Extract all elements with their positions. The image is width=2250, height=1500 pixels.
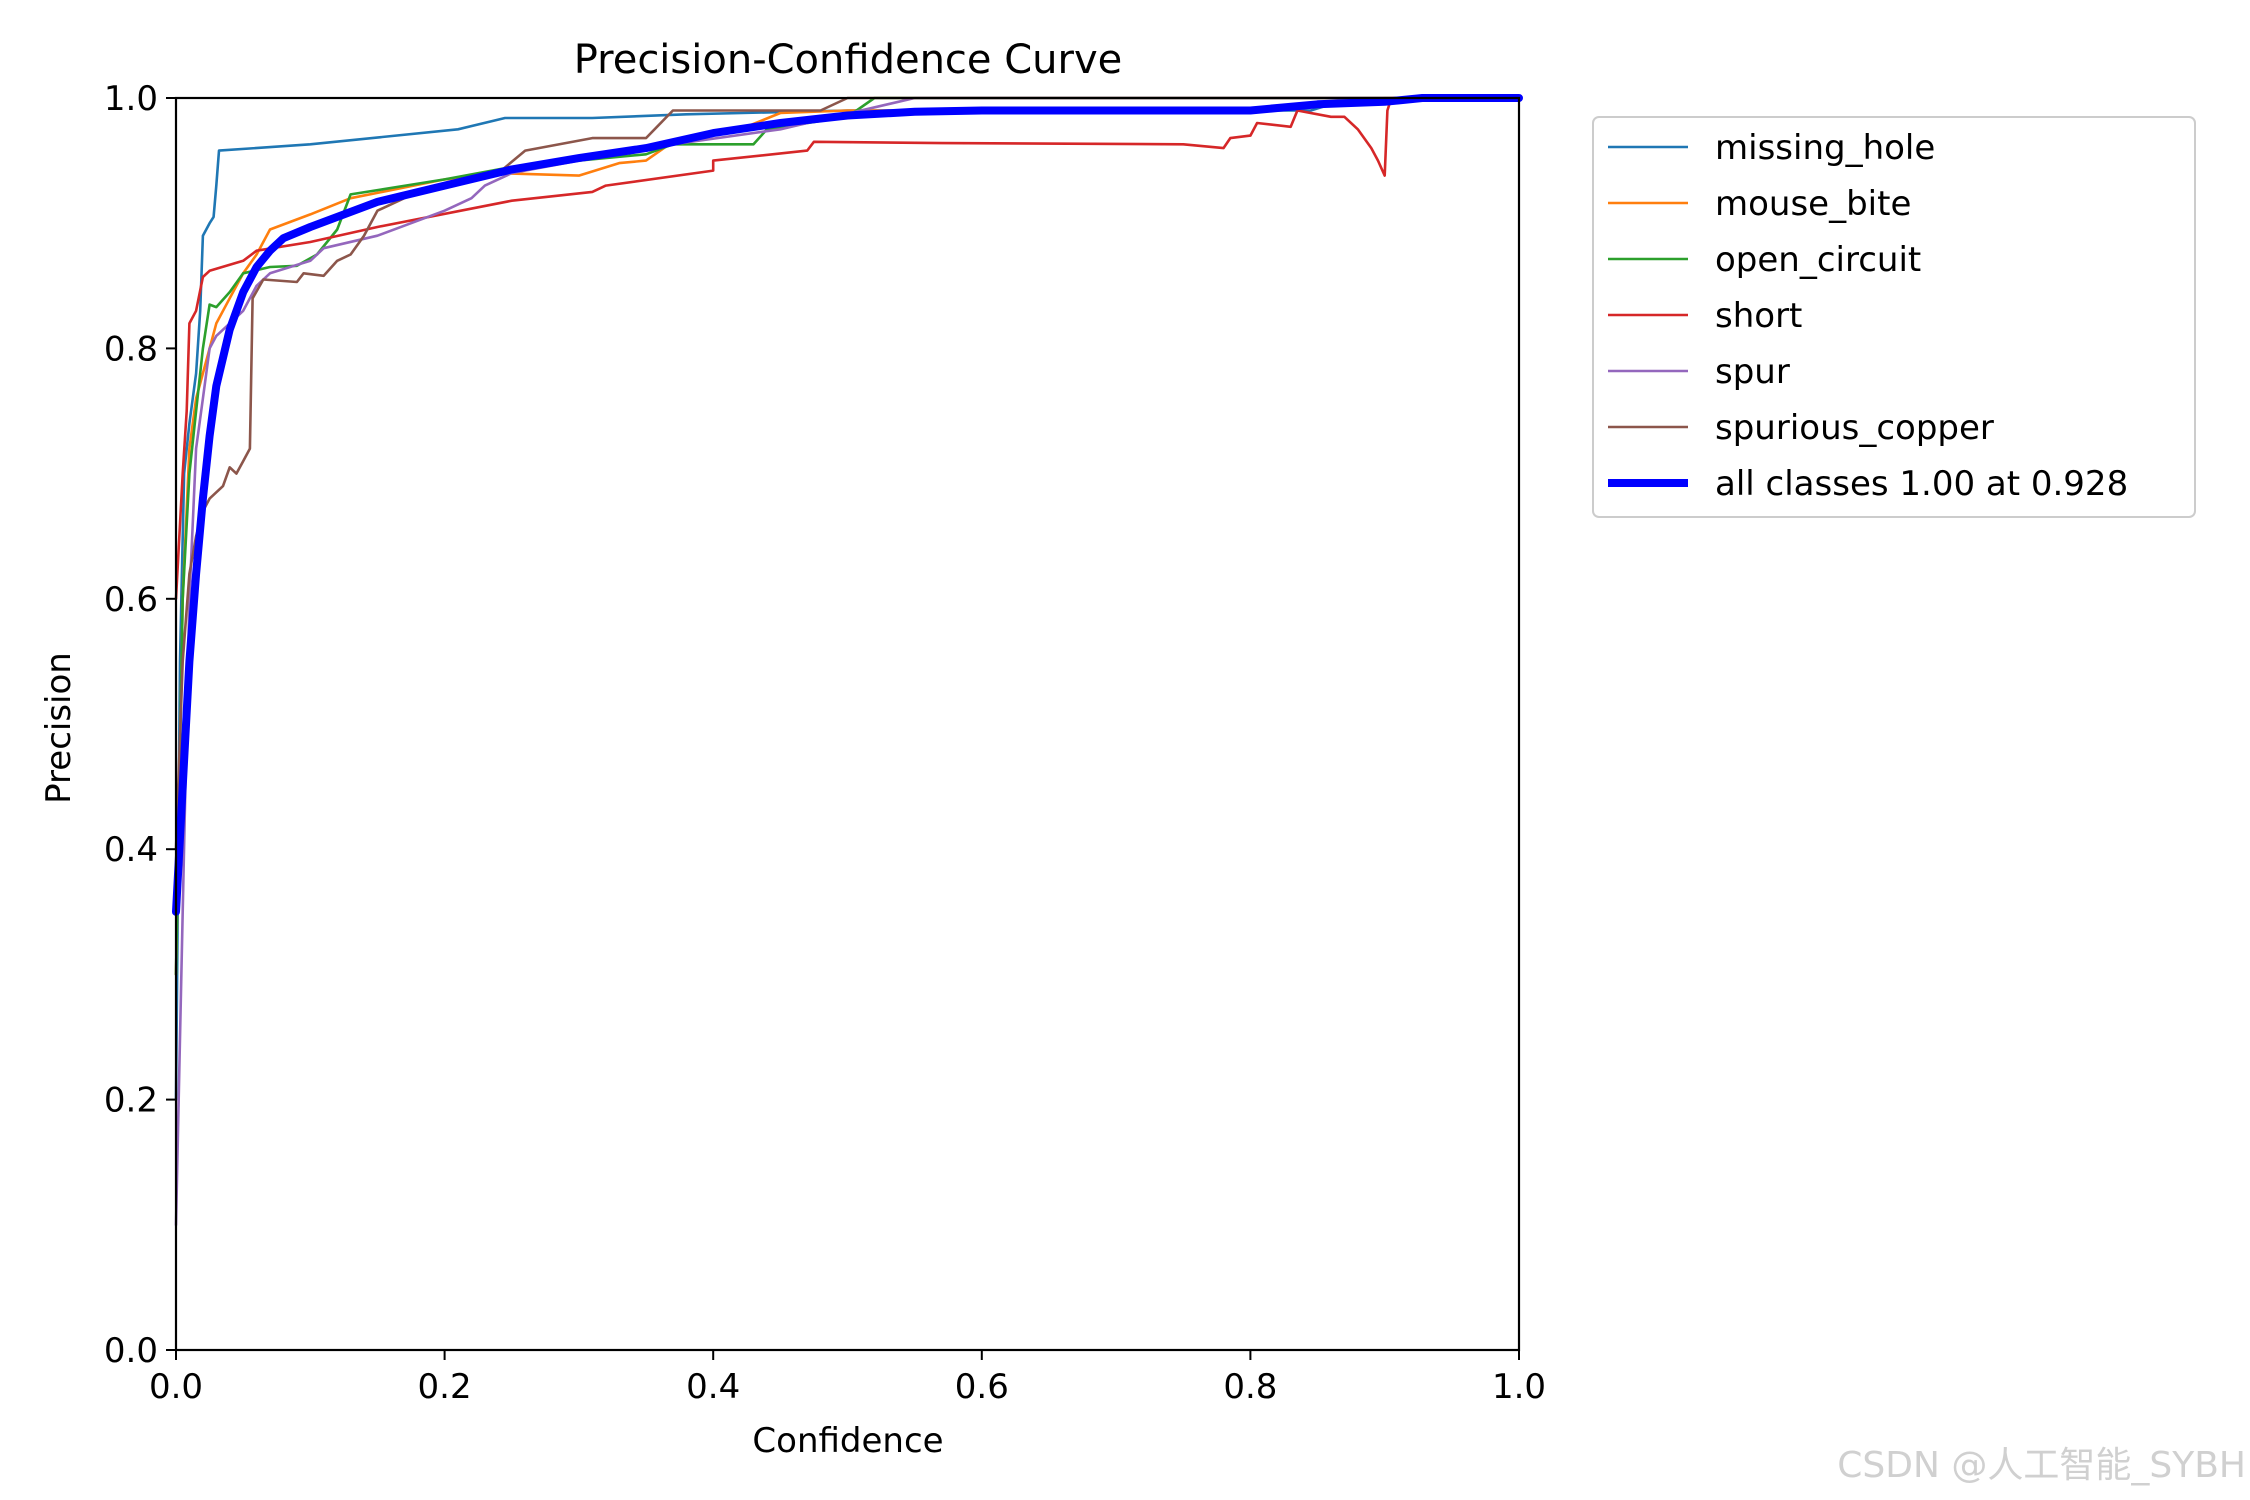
x-tick-label: 0.2	[418, 1367, 472, 1407]
series-line-6	[172, 94, 1523, 916]
series-line-1	[174, 96, 1521, 976]
x-axis-label: Confidence	[752, 1421, 943, 1461]
y-tick-label: 0.6	[104, 580, 158, 620]
y-tick-label: 0.0	[104, 1331, 158, 1371]
series-line-4	[174, 96, 1521, 1227]
y-tick-label: 0.2	[104, 1081, 158, 1121]
y-tick-label: 1.0	[104, 79, 158, 119]
plot-frame	[174, 96, 1521, 1352]
legend-label-3: short	[1715, 296, 1802, 336]
x-tick-label: 0.0	[149, 1367, 203, 1407]
y-axis-label: Precision	[39, 652, 79, 804]
x-tick-label: 0.4	[686, 1367, 740, 1407]
y-tick-label: 0.4	[104, 830, 158, 870]
legend-label-5: spurious_copper	[1715, 408, 1994, 448]
y-tick-label: 0.8	[104, 329, 158, 369]
x-tick-label: 1.0	[1492, 1367, 1546, 1407]
watermark: CSDN @人工智能_SYBH	[1837, 1445, 2246, 1486]
x-tick-label: 0.6	[955, 1367, 1009, 1407]
legend-label-2: open_circuit	[1715, 240, 1921, 280]
legend-label-0: missing_hole	[1715, 128, 1935, 168]
x-tick-label: 0.8	[1223, 1367, 1277, 1407]
series-line-0	[174, 96, 1521, 1101]
legend-label-4: spur	[1715, 352, 1790, 392]
legend-frame	[1592, 116, 2196, 518]
legend-label-6: all classes 1.00 at 0.928	[1715, 464, 2128, 504]
series-line-5	[174, 96, 1521, 851]
plot-lines	[172, 94, 1523, 1227]
series-line-3	[174, 96, 1521, 601]
legend-label-1: mouse_bite	[1715, 184, 1911, 224]
axes: 0.0 0.2 0.4 0.6 0.8 1.0 0.0 0.2 0.4 0.6 0.8 1.0	[104, 79, 1546, 1407]
series-line-2	[174, 96, 1521, 976]
chart-title: Precision-Confidence Curve	[574, 37, 1123, 83]
